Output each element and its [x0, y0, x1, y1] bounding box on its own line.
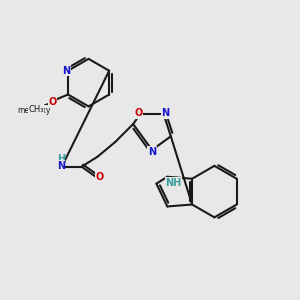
Text: O: O: [134, 108, 142, 118]
Text: N: N: [57, 161, 65, 171]
Text: H: H: [57, 154, 65, 164]
Text: N: N: [148, 147, 156, 157]
Text: CH₃: CH₃: [28, 105, 44, 114]
Text: N: N: [161, 108, 170, 118]
Text: O: O: [95, 172, 104, 182]
Text: O: O: [48, 98, 56, 107]
Text: NH: NH: [165, 178, 181, 188]
Text: methoxy: methoxy: [18, 106, 51, 115]
Text: N: N: [62, 66, 70, 76]
